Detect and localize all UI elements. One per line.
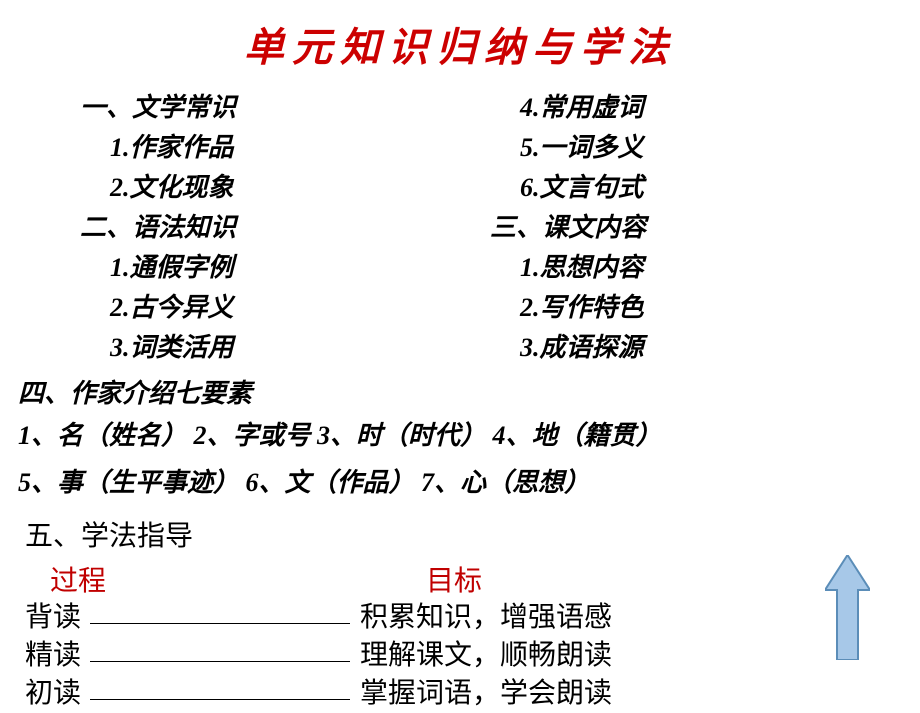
process-row: 初读 掌握词语，学会朗读 [25,675,920,713]
two-column-layout: 一、文学常识 1.作家作品 2.文化现象 二、语法知识 1.通假字例 2.古今异… [0,88,920,368]
section-2-head: 二、语法知识 [80,208,460,248]
item-2-4: 4.常用虚词 [490,88,870,128]
elements-line-1: 1、名（姓名） 2、字或号 3、时（时代） 4、地（籍贯） [0,415,920,457]
item-2-3: 3.词类活用 [80,328,460,368]
process-rows: 背读 积累知识，增强语感 精读 理解课文，顺畅朗读 初读 掌握词语，学会朗读 [0,599,920,713]
process-row: 背读 积累知识，增强语感 [25,599,920,637]
section-3-head: 三、课文内容 [490,208,870,248]
right-column: 4.常用虚词 5.一词多义 6.文言句式 三、课文内容 1.思想内容 2.写作特… [460,88,870,368]
process-labels: 过程 目标 [0,559,920,599]
item-2-5: 5.一词多义 [490,128,870,168]
item-2-1: 1.通假字例 [80,248,460,288]
section-5-head: 五、学法指导 [0,514,920,554]
process-row: 精读 理解课文，顺畅朗读 [25,637,920,675]
elements-line-2: 5、事（生平事迹） 6、文（作品） 7、心（思想） [0,462,920,504]
left-column: 一、文学常识 1.作家作品 2.文化现象 二、语法知识 1.通假字例 2.古今异… [50,88,460,368]
arrow-shape [825,555,870,660]
connector-line [90,699,350,700]
item-1-1: 1.作家作品 [80,128,460,168]
item-2-6: 6.文言句式 [490,168,870,208]
page-title: 单元知识归纳与学法 [0,0,920,73]
process-goal-2: 掌握词语，学会朗读 [360,675,612,713]
process-goal-0: 积累知识，增强语感 [360,599,612,637]
label-goal: 目标 [106,559,482,599]
process-goal-1: 理解课文，顺畅朗读 [360,637,612,675]
item-2-2: 2.古今异义 [80,288,460,328]
connector-line [90,661,350,662]
item-3-1: 1.思想内容 [490,248,870,288]
item-3-3: 3.成语探源 [490,328,870,368]
item-3-2: 2.写作特色 [490,288,870,328]
label-process: 过程 [0,559,106,599]
connector-line [90,623,350,624]
item-1-2: 2.文化现象 [80,168,460,208]
process-name-2: 初读 [25,675,85,713]
up-arrow-icon [825,555,870,660]
section-4-head: 四、作家介绍七要素 [0,373,920,410]
process-name-1: 精读 [25,637,85,675]
process-name-0: 背读 [25,599,85,637]
section-1-head: 一、文学常识 [80,88,460,128]
